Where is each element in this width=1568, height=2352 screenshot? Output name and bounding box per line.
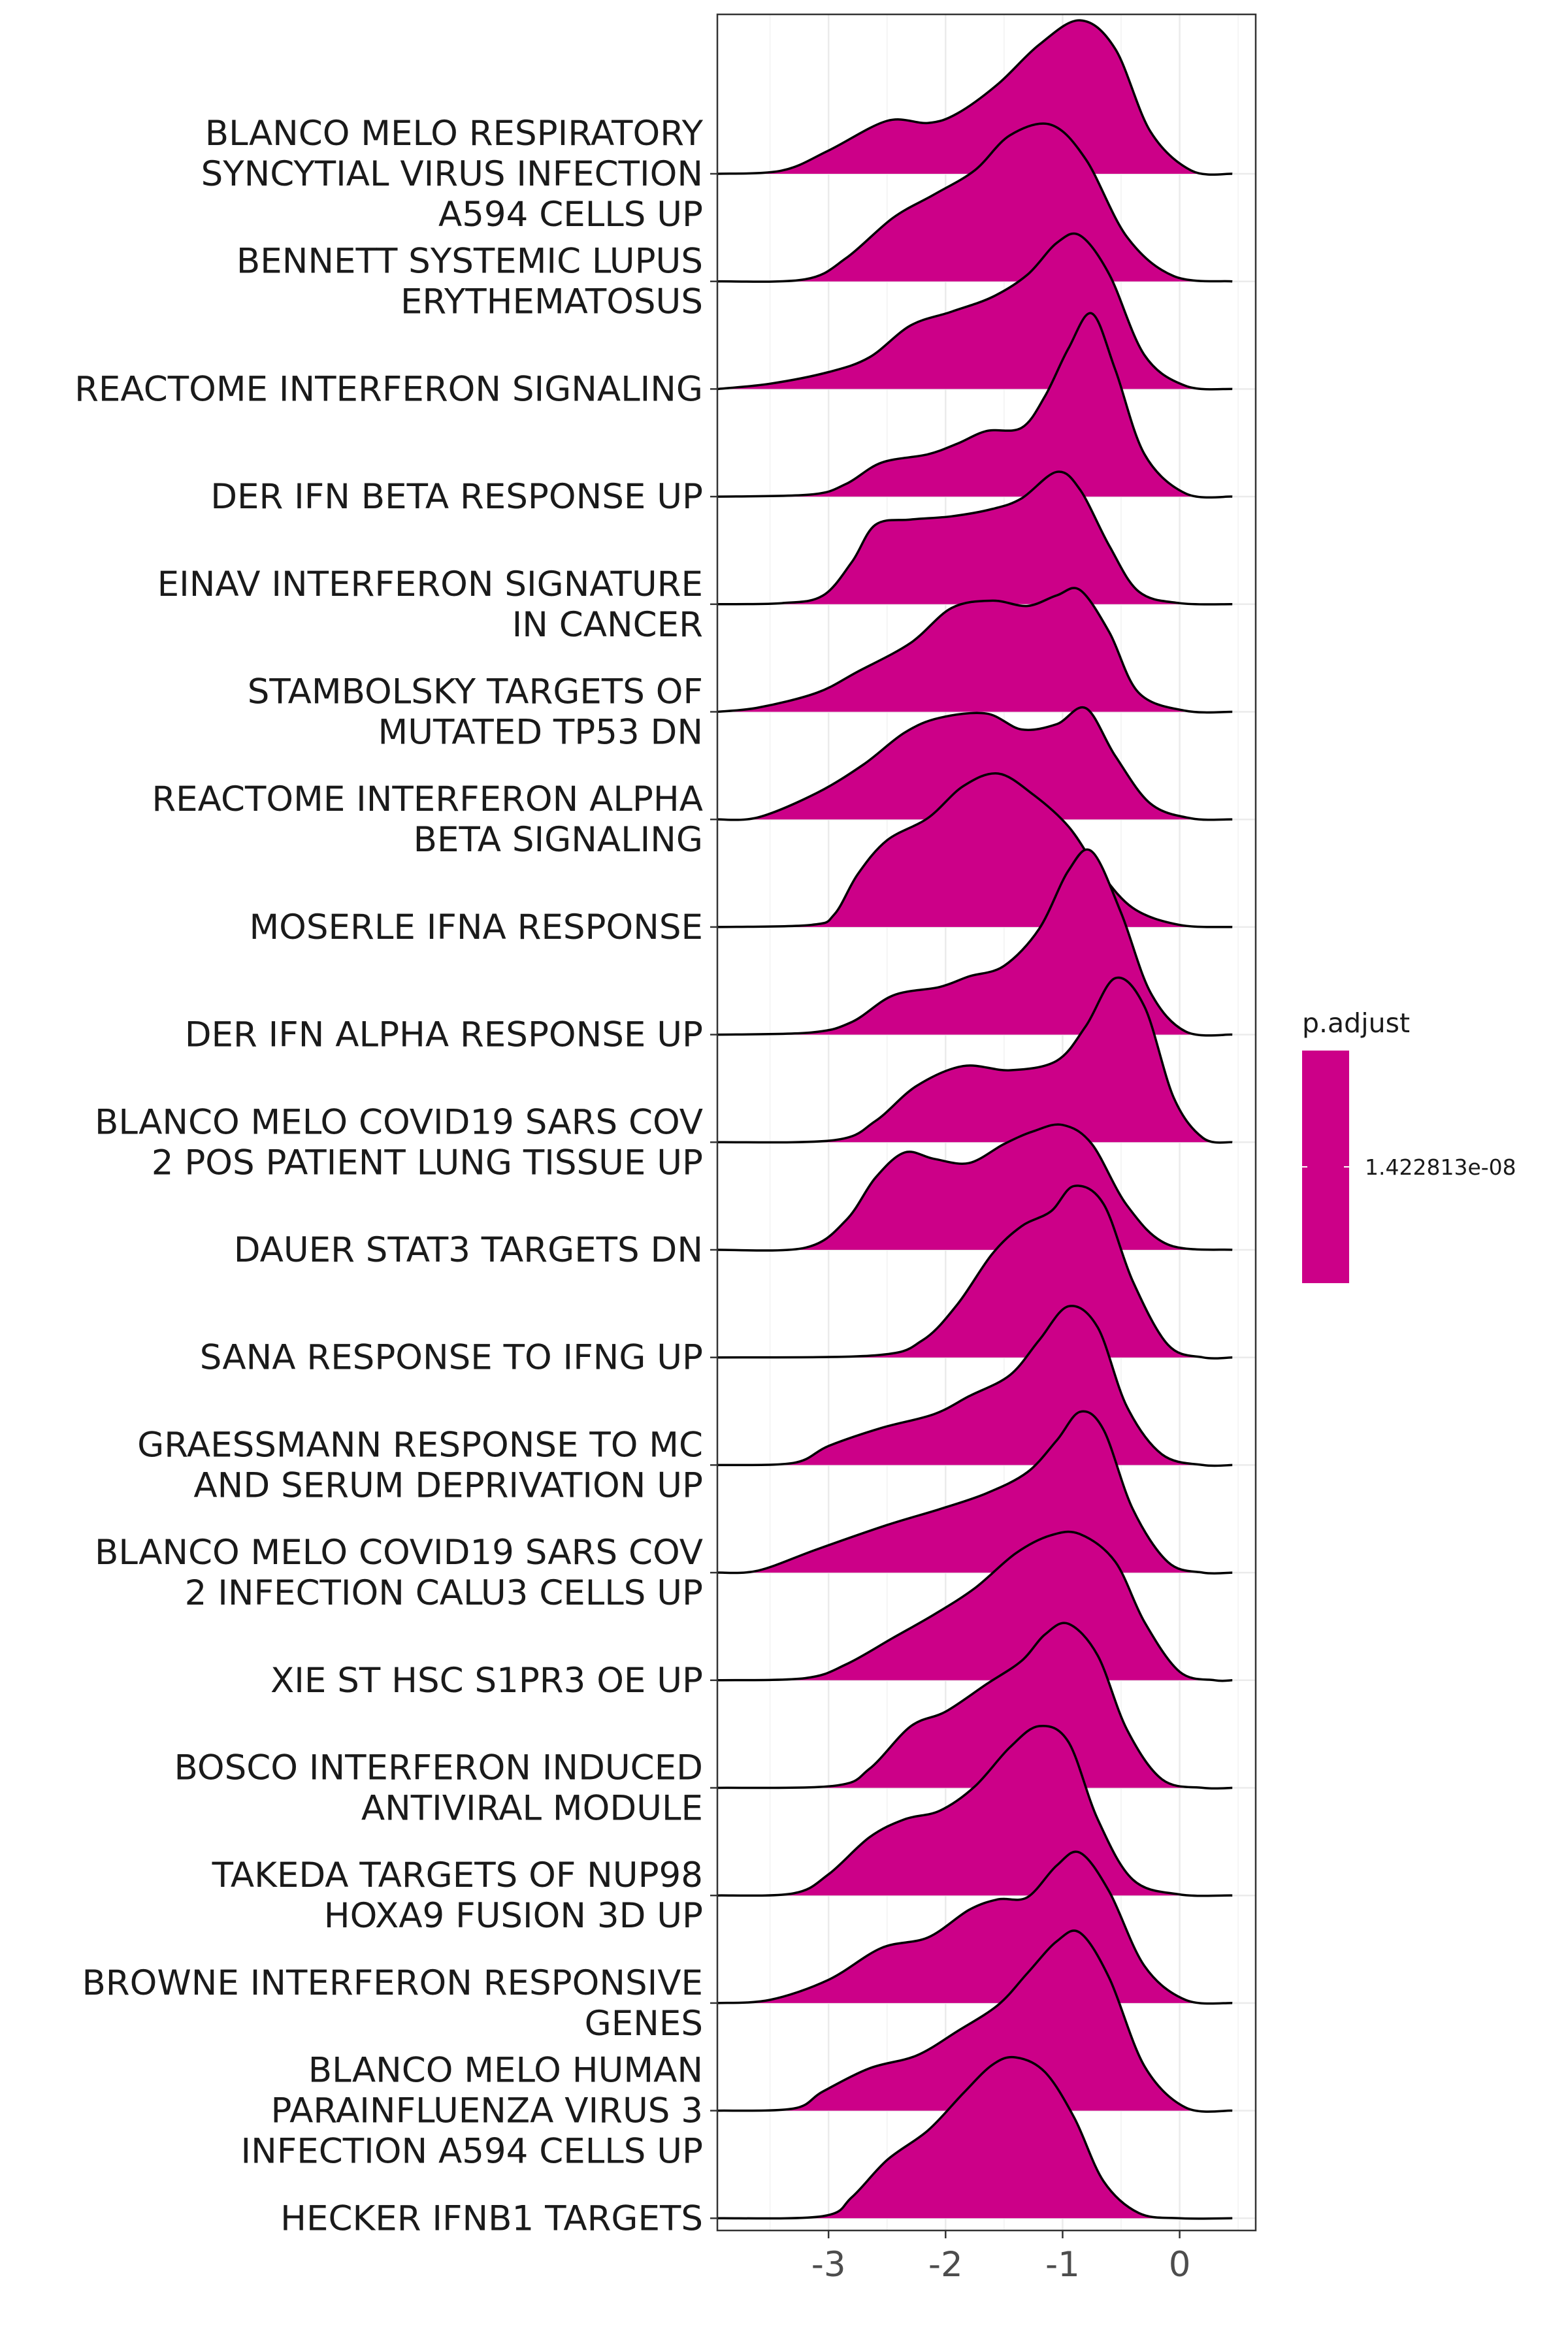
x-tick-label: -2 [928, 2245, 963, 2285]
ridge-fill [717, 1623, 1233, 1789]
legend-colorbar [1302, 1051, 1349, 1283]
ridge-line [717, 1929, 1233, 2113]
ridge-line [717, 1724, 1233, 1897]
ridge-fill [717, 123, 1233, 282]
ridge-fill [717, 1531, 1233, 1681]
y-tick-label: MUTATED TP53 DN [378, 713, 703, 753]
ridge-line [717, 1305, 1233, 1467]
y-tick-label: TAKEDA TARGETS OF NUP98 [212, 1855, 703, 1895]
y-tick-label: BLANCO MELO COVID19 SARS COV [95, 1102, 703, 1142]
ridge-fill [717, 849, 1233, 1036]
ridge-fill [717, 587, 1233, 713]
y-tick-label: AND SERUM DEPRIVATION UP [193, 1465, 703, 1505]
y-tick-label: DER IFN ALPHA RESPONSE UP [185, 1015, 703, 1055]
y-tick-label: PARAINFLUENZA VIRUS 3 [271, 2091, 703, 2131]
ridge-fill [717, 1185, 1233, 1359]
y-tick-label: BOSCO INTERFERON INDUCED [174, 1748, 703, 1788]
ridge-fill [717, 313, 1233, 498]
y-tick-label: GRAESSMANN RESPONSE TO MC [137, 1425, 703, 1465]
y-tick-label: 2 INFECTION CALU3 CELLS UP [185, 1573, 703, 1613]
ridge-line [717, 1850, 1233, 2005]
y-tick-label: DAUER STAT3 TARGETS DN [234, 1230, 703, 1270]
x-tick-label: -3 [811, 2245, 846, 2285]
ridge-fill [717, 20, 1233, 175]
panel-border [716, 13, 1257, 2232]
y-tick-label: MOSERLE IFNA RESPONSE [249, 907, 703, 947]
ridge-fill [717, 1411, 1233, 1574]
y-tick-label: HECKER IFNB1 TARGETS [280, 2198, 703, 2238]
y-tick-label: HOXA9 FUSION 3D UP [324, 1896, 703, 1936]
ridge-fill [717, 1725, 1233, 1896]
ridge-fill [717, 977, 1233, 1143]
y-tick-label: SYNCYTIAL VIRUS INFECTION [201, 154, 703, 194]
ridge-line [717, 1184, 1233, 1360]
ridge-line [717, 232, 1233, 391]
y-tick-label: DER IFN BETA RESPONSE UP [210, 477, 703, 517]
y-tick-label: XIE ST HSC S1PR3 OE UP [270, 1661, 703, 1701]
ridge-line [717, 19, 1233, 176]
y-tick-label: IN CANCER [512, 605, 703, 645]
ridge-line [717, 470, 1233, 606]
ridge-line [717, 587, 1233, 714]
y-tick-label: INFECTION A594 CELLS UP [240, 2132, 703, 2172]
x-axis: -3 -2 -1 0 [811, 2230, 1191, 2285]
ridge-line [717, 1530, 1233, 1682]
y-tick-label: REACTOME INTERFERON ALPHA [152, 779, 703, 819]
y-tick-label: BLANCO MELO RESPIRATORY [205, 114, 704, 154]
y-tick-label: BLANCO MELO COVID19 SARS COV [95, 1533, 703, 1573]
ridge-line [717, 772, 1233, 928]
y-tick-label: BROWNE INTERFERON RESPONSIVE [82, 1963, 703, 2003]
ridge-line [717, 1123, 1233, 1252]
ridge-fill [717, 2057, 1233, 2219]
ridge-line [717, 848, 1233, 1037]
y-tick-label: 2 POS PATIENT LUNG TISSUE UP [152, 1143, 703, 1183]
x-tick-label: 0 [1169, 2245, 1191, 2285]
ridge-fill [717, 1305, 1233, 1466]
ridge-line [717, 2055, 1233, 2220]
y-tick-label: SANA RESPONSE TO IFNG UP [200, 1338, 703, 1378]
legend-label: 1.422813e-08 [1365, 1154, 1516, 1180]
y-tick-label: A594 CELLS UP [438, 195, 703, 235]
legend: p.adjust 1.422813e-08 [1302, 1007, 1516, 1283]
legend-title: p.adjust [1302, 1007, 1410, 1039]
ridge-line [717, 706, 1233, 821]
ridges [717, 19, 1233, 2220]
y-tick-label: BLANCO MELO HUMAN [308, 2051, 703, 2091]
ridge-line [717, 122, 1233, 283]
y-tick-label: EINAV INTERFERON SIGNATURE [157, 564, 703, 604]
ridge-line [717, 976, 1233, 1144]
y-tick-label: STAMBOLSKY TARGETS OF [248, 672, 703, 712]
ridge-line [717, 1622, 1233, 1790]
y-tick-label: ANTIVIRAL MODULE [361, 1789, 703, 1829]
y-tick-label: ERYTHEMATOSUS [400, 282, 703, 322]
x-tick-label: -1 [1045, 2245, 1080, 2285]
y-tick-label: BETA SIGNALING [414, 820, 703, 860]
ridge-line [717, 1410, 1233, 1575]
y-tick-label: REACTOME INTERFERON SIGNALING [74, 369, 703, 409]
y-tick-label: GENES [585, 2004, 703, 2044]
ridge-line [717, 312, 1233, 499]
y-tick-label: BENNETT SYSTEMIC LUPUS [237, 242, 703, 282]
